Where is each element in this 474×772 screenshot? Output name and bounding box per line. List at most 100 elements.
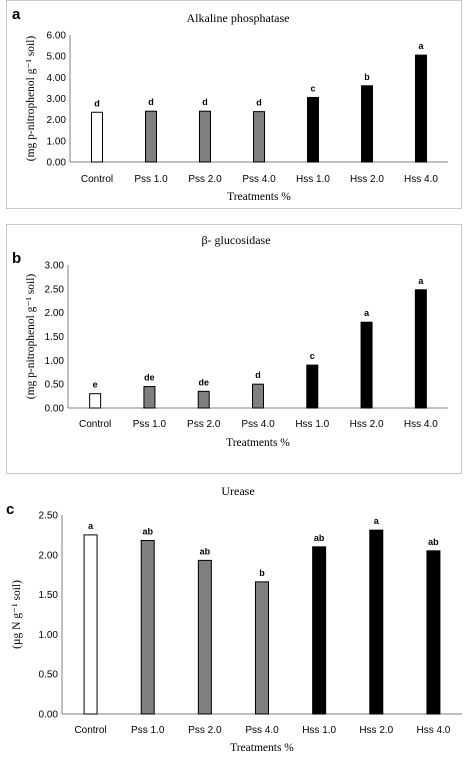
panel-a-category-label: Hss 1.0	[296, 174, 330, 185]
panel-c-category-label: Pss 1.0	[131, 725, 165, 736]
panel-a-category-label: Pss 2.0	[188, 174, 222, 185]
panel-c-significance-label: ab	[314, 533, 325, 543]
panel-c: c Urease 0.00 0.50 1.00 1.50 2.00 2.50 a Control a…	[6, 484, 462, 754]
panel-a-bar-pss-2-0	[199, 110, 211, 163]
panel-a-significance-label: d	[148, 97, 154, 107]
panel-b-significance-label: a	[364, 308, 370, 318]
panel-b-category-label: Pss 1.0	[133, 419, 167, 430]
panel-b-y-tick-label: 3.00	[45, 261, 65, 272]
panel-b-category-label: Control	[79, 419, 111, 430]
panel-c-y-axis-title: (µg N g⁻¹ soil)	[11, 580, 23, 649]
panel-b-y-tick-label: 1.00	[45, 356, 65, 367]
panel-a-significance-label: d	[202, 97, 208, 107]
panel-b-title: β- glucosidase	[201, 233, 270, 247]
panel-a-y-tick-label: 6.00	[47, 31, 67, 42]
panel-b-significance-label: c	[310, 351, 315, 361]
panel-b-bar-control	[89, 393, 102, 409]
panel-a-bar-control	[91, 111, 103, 163]
panel-c-significance-label: ab	[428, 537, 439, 547]
panel-a-y-tick-label: 1.00	[47, 136, 67, 147]
panel-c-bar-pss-2-0	[197, 559, 212, 715]
panel-c-category-label: Pss 2.0	[188, 725, 222, 736]
panel-a-letter: a	[12, 6, 21, 23]
panel-c-category-label: Control	[74, 725, 106, 736]
panel-b: b β- glucosidase 0.00 0.50 1.00 1.50 2.00 2.50 3…	[12, 233, 448, 449]
panel-b-frame	[6, 224, 462, 474]
panel-a-significance-label: b	[364, 72, 370, 82]
panel-c-category-label: Pss 4.0	[245, 725, 279, 736]
panel-a-y-tick-label: 2.00	[47, 115, 67, 126]
panel-c-significance-label: ab	[200, 546, 211, 556]
panel-b-significance-label: de	[144, 373, 155, 383]
panel-c-significance-label: a	[88, 521, 94, 531]
panel-b-bar-hss-2-0	[360, 321, 373, 409]
panel-c-letter: c	[6, 501, 14, 518]
panel-a-category-label: Pss 4.0	[242, 174, 276, 185]
panel-c-y-tick-label: 0.00	[39, 710, 59, 721]
panel-b-bar-hss-4-0	[414, 289, 427, 409]
panel-a-bar-pss-4-0	[253, 111, 265, 163]
panel-a: a Alkaline phosphatase 0.00 1.00 2.00 3.00 4.0…	[12, 6, 448, 203]
panel-a-x-axis-title: Treatments %	[227, 191, 291, 203]
panel-a-bar-hss-1-0	[307, 96, 319, 163]
panel-c-significance-label: ab	[142, 526, 153, 536]
panel-c-bar-pss-1-0	[140, 539, 155, 715]
panel-b-category-label: Hss 4.0	[404, 419, 438, 430]
panel-b-category-label: Pss 2.0	[187, 419, 221, 430]
panel-b-significance-label: a	[418, 276, 424, 286]
panel-c-bar-hss-1-0	[312, 546, 327, 715]
panel-c-title: Urease	[221, 484, 254, 498]
panel-c-significance-label: b	[259, 568, 265, 578]
panel-b-y-axis-title: (mg p-nitrophenol g⁻¹ soil)	[25, 274, 37, 400]
panel-c-y-tick-label: 1.50	[39, 590, 59, 601]
panel-c-bar-control	[83, 534, 98, 715]
panel-a-y-axis-title: (mg p-nitrophenol g⁻¹ soil)	[25, 36, 37, 162]
panel-c-y-tick-label: 2.50	[39, 511, 59, 522]
panel-b-bar-pss-1-0	[143, 386, 156, 409]
panel-c-significance-label: a	[374, 516, 380, 526]
panel-c-y-tick-label: 0.50	[39, 670, 59, 681]
panel-b-bar-hss-1-0	[306, 364, 319, 409]
panel-a-frame	[6, 0, 462, 209]
panel-a-y-tick-label: 4.00	[47, 73, 67, 84]
panel-b-y-tick-label: 2.00	[45, 308, 65, 319]
panel-c-bar-hss-4-0	[426, 550, 441, 715]
panel-b-x-axis-title: Treatments %	[226, 437, 290, 449]
panel-c-y-tick-label: 2.00	[39, 550, 59, 561]
panel-a-category-label: Pss 1.0	[134, 174, 168, 185]
panel-a-bar-pss-1-0	[145, 110, 157, 163]
panel-a-significance-label: c	[310, 83, 315, 93]
panel-a-category-label: Control	[81, 174, 113, 185]
panel-c-y-tick-label: 1.00	[39, 630, 59, 641]
panel-a-significance-label: a	[418, 41, 424, 51]
panel-b-y-tick-label: 0.00	[45, 404, 65, 415]
panel-c-category-label: Hss 4.0	[416, 725, 450, 736]
panel-b-significance-label: e	[93, 380, 98, 390]
panel-a-significance-label: d	[256, 98, 262, 108]
panel-b-bar-pss-2-0	[197, 390, 210, 409]
panel-a-bar-hss-4-0	[415, 54, 427, 163]
panel-b-category-label: Hss 1.0	[295, 419, 329, 430]
panel-c-x-axis-title: Treatments %	[230, 742, 294, 754]
panel-b-category-label: Pss 4.0	[241, 419, 275, 430]
panel-a-category-label: Hss 4.0	[404, 174, 438, 185]
panel-b-y-tick-label: 0.50	[45, 380, 65, 391]
panel-b-y-tick-label: 2.50	[45, 284, 65, 295]
panel-c-bar-hss-2-0	[369, 529, 384, 715]
panel-a-title: Alkaline phosphatase	[187, 11, 290, 25]
panel-b-category-label: Hss 2.0	[350, 419, 384, 430]
panel-a-y-tick-label: 0.00	[47, 158, 67, 169]
panel-a-bar-hss-2-0	[361, 85, 373, 163]
panel-a-significance-label: d	[94, 98, 100, 108]
panel-a-y-tick-label: 5.00	[47, 52, 67, 63]
panel-b-significance-label: de	[198, 377, 209, 387]
panel-b-bar-pss-4-0	[252, 383, 264, 409]
panel-a-y-tick-label: 3.00	[47, 94, 67, 105]
panel-c-bar-pss-4-0	[255, 581, 269, 715]
panel-a-category-label: Hss 2.0	[350, 174, 384, 185]
panel-b-significance-label: d	[255, 370, 261, 380]
panel-c-category-label: Hss 1.0	[302, 725, 336, 736]
panel-c-category-label: Hss 2.0	[359, 725, 393, 736]
panel-b-y-tick-label: 1.50	[45, 332, 65, 343]
